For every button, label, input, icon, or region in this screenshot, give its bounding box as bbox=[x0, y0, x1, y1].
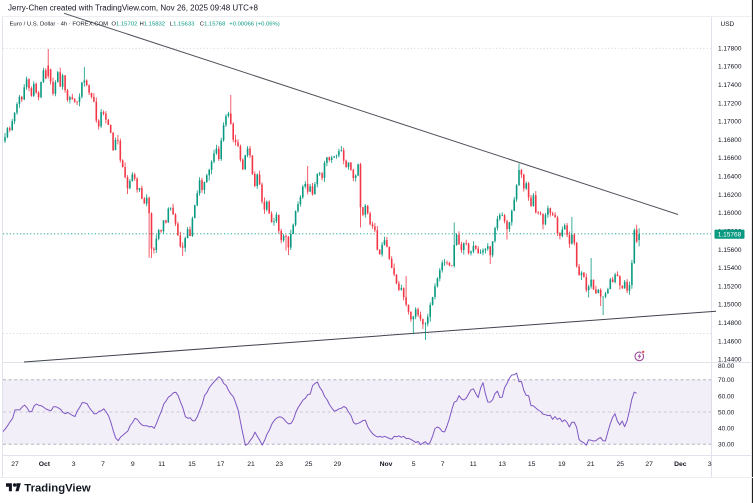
svg-text:17: 17 bbox=[217, 461, 225, 468]
svg-text:1.16200: 1.16200 bbox=[718, 192, 742, 199]
svg-text:7: 7 bbox=[441, 461, 445, 468]
svg-text:15: 15 bbox=[188, 461, 196, 468]
svg-text:O1.15702: O1.15702 bbox=[111, 22, 137, 28]
svg-text:3: 3 bbox=[72, 461, 76, 468]
svg-text:21: 21 bbox=[587, 461, 595, 468]
svg-text:50.00: 50.00 bbox=[718, 409, 735, 416]
svg-text:1.17600: 1.17600 bbox=[718, 64, 742, 71]
svg-text:7: 7 bbox=[101, 461, 105, 468]
svg-text:1.15000: 1.15000 bbox=[718, 302, 742, 309]
svg-text:60.00: 60.00 bbox=[718, 393, 735, 400]
svg-text:29: 29 bbox=[334, 461, 342, 468]
svg-text:40.00: 40.00 bbox=[718, 426, 735, 433]
svg-text:1.17400: 1.17400 bbox=[718, 82, 742, 89]
svg-text:15: 15 bbox=[528, 461, 536, 468]
svg-text:21: 21 bbox=[247, 461, 255, 468]
svg-text:1.16600: 1.16600 bbox=[718, 155, 742, 162]
svg-text:1.14800: 1.14800 bbox=[718, 320, 742, 327]
svg-text:1.15768: 1.15768 bbox=[718, 232, 742, 239]
svg-text:Jerry-Chen created with Tradin: Jerry-Chen created with TradingView.com,… bbox=[8, 4, 259, 13]
svg-text:70.00: 70.00 bbox=[718, 377, 735, 384]
svg-text:1.15600: 1.15600 bbox=[718, 247, 742, 254]
svg-text:27: 27 bbox=[645, 461, 653, 468]
svg-text:1.17000: 1.17000 bbox=[718, 119, 742, 126]
svg-text:Oct: Oct bbox=[39, 461, 51, 468]
svg-text:9: 9 bbox=[131, 461, 135, 468]
svg-text:3: 3 bbox=[708, 461, 712, 468]
svg-text:27: 27 bbox=[11, 461, 19, 468]
svg-text:25: 25 bbox=[617, 461, 625, 468]
svg-text:Nov: Nov bbox=[380, 461, 393, 468]
svg-text:1.14400: 1.14400 bbox=[718, 357, 742, 364]
svg-text:1.16400: 1.16400 bbox=[718, 174, 742, 181]
svg-text:11: 11 bbox=[470, 461, 477, 468]
svg-text:+0.00066 (+0.06%): +0.00066 (+0.06%) bbox=[229, 22, 279, 28]
svg-text:1.14600: 1.14600 bbox=[718, 338, 742, 345]
svg-text:Dec: Dec bbox=[674, 461, 687, 468]
svg-text:5: 5 bbox=[412, 461, 416, 468]
svg-text:TradingView: TradingView bbox=[24, 482, 91, 494]
svg-text:11: 11 bbox=[158, 461, 165, 468]
svg-text:1.16800: 1.16800 bbox=[718, 137, 742, 144]
svg-text:80.00: 80.00 bbox=[718, 363, 735, 370]
svg-text:Euro / U.S. Dollar · 4h · FORE: Euro / U.S. Dollar · 4h · FOREX.COM bbox=[10, 22, 109, 28]
svg-text:25: 25 bbox=[305, 461, 313, 468]
svg-text:USD: USD bbox=[721, 21, 735, 28]
svg-text:1.15200: 1.15200 bbox=[718, 283, 742, 290]
svg-text:L1.15633: L1.15633 bbox=[170, 22, 195, 28]
svg-text:1.17200: 1.17200 bbox=[718, 100, 742, 107]
svg-text:1.15400: 1.15400 bbox=[718, 265, 742, 272]
svg-text:H1.15832: H1.15832 bbox=[140, 22, 166, 28]
svg-text:1.17800: 1.17800 bbox=[718, 45, 742, 52]
svg-text:C1.15768: C1.15768 bbox=[200, 22, 226, 28]
svg-text:23: 23 bbox=[276, 461, 284, 468]
svg-text:1.16000: 1.16000 bbox=[718, 210, 742, 217]
svg-text:30.00: 30.00 bbox=[718, 442, 735, 449]
svg-text:19: 19 bbox=[558, 461, 566, 468]
svg-text:13: 13 bbox=[498, 461, 506, 468]
